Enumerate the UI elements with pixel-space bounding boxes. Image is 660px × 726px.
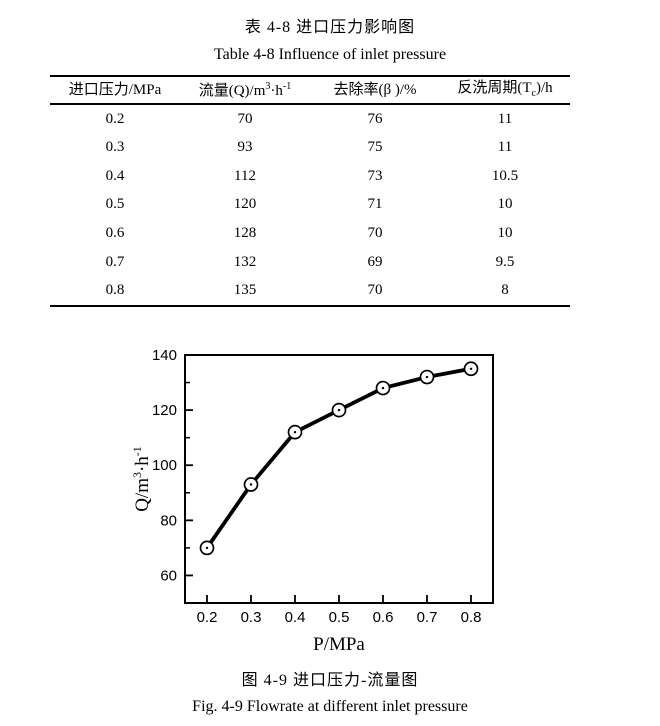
table-top-rule (50, 75, 570, 77)
table-row: 0.8 135 70 8 (50, 276, 570, 305)
flowrate-series-line (205, 366, 472, 549)
cell-flowrate: 93 (237, 139, 253, 156)
cell-removal: 70 (367, 225, 383, 242)
cell-pressure: 0.6 (105, 225, 125, 242)
table-header-row: 进口压力/MPa 流量(Q)/m3·h-1 去除率(β )/% 反洗周期(Tc)… (50, 77, 570, 103)
y-tick-label: 60 (160, 567, 177, 584)
x-axis-title: P/MPa (313, 634, 365, 655)
data-point-markers (199, 361, 479, 556)
x-tick-label: 0.5 (329, 609, 350, 626)
cell-pressure: 0.3 (105, 139, 125, 156)
flowrate-line-chart: 0.2 0.3 0.4 0.5 0.6 0.7 0.8 60 80 100 120 140 P/MPa Q… (130, 347, 494, 655)
column-header-removal-rate: 去除率(β )/% (333, 81, 417, 98)
y-axis-title: Q/m3·h-1 (130, 446, 153, 512)
cell-pressure: 0.4 (105, 167, 125, 184)
cell-backwash: 10.5 (491, 167, 519, 184)
cell-backwash: 9.5 (495, 253, 515, 270)
cell-flowrate: 132 (233, 253, 257, 270)
table-title-zh: 表 4-8 进口压力影响图 (244, 19, 416, 36)
cell-flowrate: 70 (237, 110, 253, 127)
cell-backwash: 11 (497, 139, 513, 156)
y-tick-label: 80 (160, 512, 177, 529)
x-tick-label: 0.7 (417, 609, 438, 626)
figure-caption-zh: 图 4-9 进口压力-流量图 (241, 672, 419, 689)
cell-removal: 75 (367, 139, 383, 156)
cell-backwash: 10 (497, 196, 513, 213)
figure-caption-en: Fig. 4-9 Flowrate at different inlet pre… (192, 698, 468, 715)
plot-frame (184, 354, 494, 604)
y-tick-label: 100 (152, 457, 177, 474)
table-row: 0.4 112 73 10.5 (50, 162, 570, 191)
x-axis-ticks: 0.2 0.3 0.4 0.5 0.6 0.7 0.8 (197, 595, 482, 626)
x-tick-label: 0.4 (285, 609, 306, 626)
cell-pressure: 0.7 (105, 253, 125, 270)
column-header-backwash-cycle: 反洗周期(Tc)/h (457, 80, 553, 99)
cell-backwash: 8 (501, 282, 509, 299)
table-row: 0.6 128 70 10 (50, 219, 570, 248)
cell-removal: 69 (367, 253, 383, 270)
y-tick-label: 120 (152, 402, 177, 419)
table-row: 0.7 132 69 9.5 (50, 248, 570, 277)
cell-backwash: 10 (497, 225, 513, 242)
table-row: 0.5 120 71 10 (50, 191, 570, 220)
table-title-en: Table 4-8 Influence of inlet pressure (213, 46, 447, 63)
cell-removal: 73 (367, 167, 383, 184)
cell-flowrate: 135 (233, 282, 257, 299)
x-tick-label: 0.3 (241, 609, 262, 626)
cell-removal: 70 (367, 282, 383, 299)
table-row: 0.3 93 75 11 (50, 134, 570, 163)
table-mid-rule (50, 103, 570, 105)
x-tick-label: 0.8 (461, 609, 482, 626)
cell-removal: 76 (367, 110, 383, 127)
table-bottom-rule (50, 304, 570, 307)
cell-pressure: 0.8 (105, 282, 125, 299)
y-tick-label: 140 (152, 347, 177, 364)
cell-removal: 71 (367, 196, 383, 213)
cell-flowrate: 128 (233, 225, 257, 242)
cell-pressure: 0.5 (105, 196, 125, 213)
cell-backwash: 11 (497, 110, 513, 127)
column-header-pressure: 进口压力/MPa (68, 81, 162, 98)
cell-flowrate: 112 (234, 167, 256, 184)
y-axis-ticks: 60 80 100 120 140 (152, 347, 193, 584)
x-tick-label: 0.2 (197, 609, 218, 626)
table-row: 0.2 70 76 11 (50, 105, 570, 134)
cell-flowrate: 120 (233, 196, 257, 213)
column-header-flowrate: 流量(Q)/m3·h-1 (198, 80, 292, 99)
influence-table: 进口压力/MPa 流量(Q)/m3·h-1 去除率(β )/% 反洗周期(Tc)… (50, 75, 570, 307)
x-tick-label: 0.6 (373, 609, 394, 626)
cell-pressure: 0.2 (105, 110, 125, 127)
